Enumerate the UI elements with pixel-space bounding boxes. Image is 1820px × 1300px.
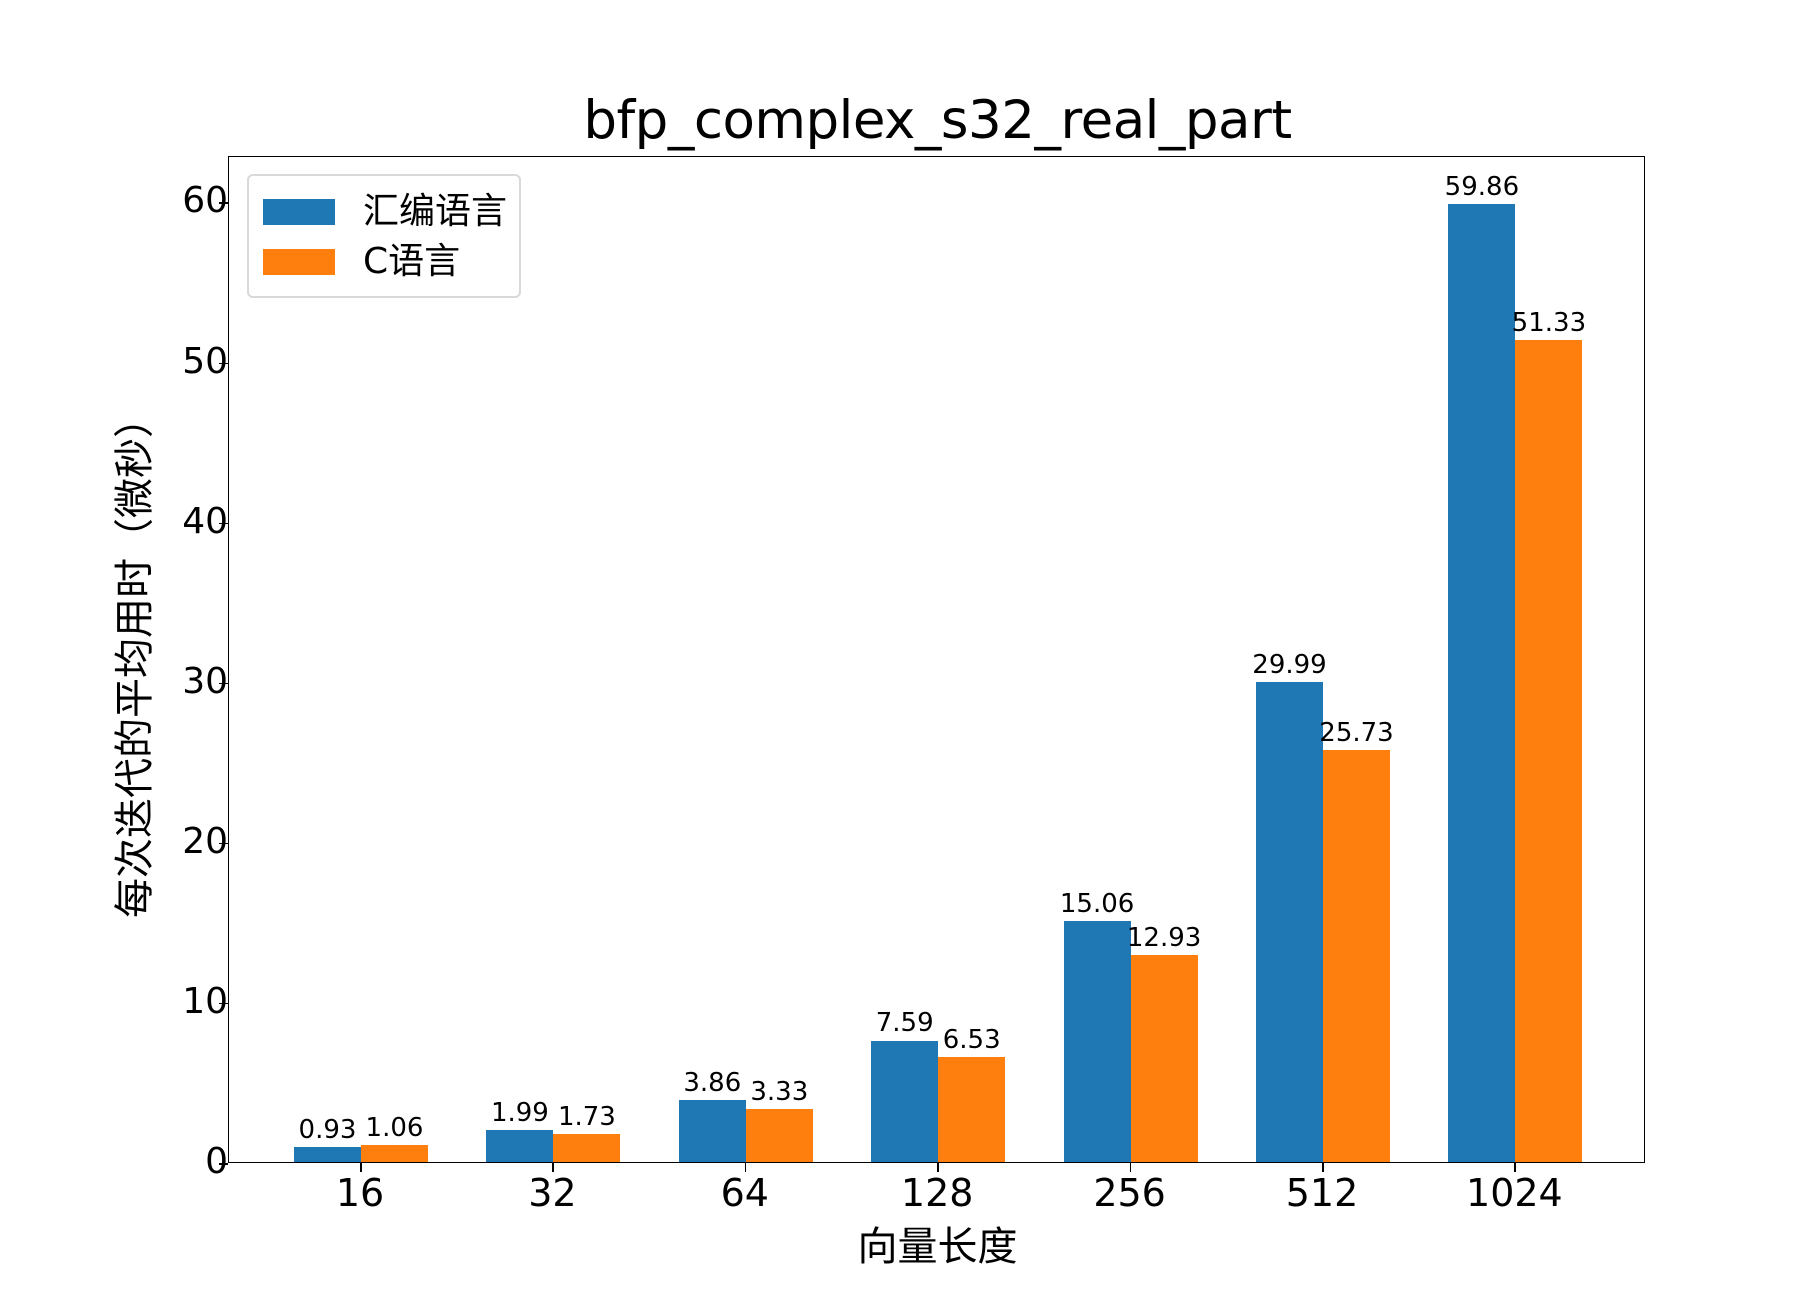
plot-area: 0.93 1.06 1.99 1.73 3.86 3.33 7.59 6.53 15.06 12.…: [228, 156, 1645, 1163]
x-tick-mark: [1322, 1163, 1324, 1172]
x-tick-label: 32: [528, 1171, 577, 1215]
bar-c-64: [745, 1108, 813, 1162]
bar-value-label: 1.73: [557, 1102, 616, 1133]
y-axis-label: 每次迭代的平均用时（微秒）: [112, 398, 158, 918]
legend-swatch-asm: [263, 199, 335, 225]
bar-asm-512: [1256, 681, 1323, 1162]
x-tick-mark: [744, 1163, 747, 1172]
bar-value-label: 59.86: [1444, 171, 1520, 202]
y-tick-mark: [219, 202, 228, 205]
bar-value-label: 0.93: [298, 1115, 357, 1146]
x-tick-mark: [552, 1163, 554, 1172]
y-tick-mark: [219, 362, 228, 365]
y-tick-label: 0: [205, 1141, 228, 1182]
x-tick-mark: [360, 1163, 362, 1172]
bar-value-label: 51.33: [1511, 308, 1587, 339]
chart-title: bfp_complex_s32_real_part: [583, 90, 1292, 151]
x-tick-label: 128: [900, 1171, 974, 1215]
bar-asm-32: [486, 1130, 554, 1162]
bar-asm-256: [1063, 920, 1131, 1162]
bar-c-16: [361, 1145, 428, 1162]
bar-value-label: 3.33: [750, 1076, 809, 1107]
y-tick-label: 20: [182, 820, 228, 862]
y-tick-label: 50: [182, 340, 228, 382]
bar-asm-16: [294, 1147, 361, 1162]
bar-c-256: [1130, 955, 1198, 1162]
bar-asm-64: [678, 1100, 746, 1162]
x-tick-mark: [1129, 1163, 1132, 1172]
x-tick-label: 512: [1285, 1171, 1359, 1215]
x-tick-label: 64: [720, 1171, 769, 1215]
bar-value-label: 29.99: [1252, 649, 1327, 680]
y-tick-label: 10: [182, 980, 228, 1022]
bar-c-32: [553, 1134, 621, 1162]
bar-c-1024: [1515, 340, 1583, 1162]
bar-value-label: 3.86: [683, 1068, 742, 1099]
bar-value-label: 15.06: [1059, 888, 1135, 919]
legend: 汇编语言 C语言: [247, 174, 521, 298]
bar-value-label: 1.99: [490, 1098, 549, 1129]
x-tick-label: 1024: [1466, 1171, 1563, 1215]
y-tick-mark: [219, 522, 228, 525]
bar-asm-1024: [1448, 203, 1516, 1162]
legend-item-asm: 汇编语言: [263, 192, 507, 232]
y-tick-mark: [219, 842, 228, 845]
y-tick-label: 30: [182, 660, 228, 702]
bar-value-label: 25.73: [1319, 718, 1394, 749]
legend-label-c: C语言: [363, 241, 461, 282]
y-tick-mark: [219, 1163, 228, 1165]
x-tick-label: 256: [1093, 1171, 1166, 1215]
bar-c-128: [938, 1057, 1006, 1162]
y-tick-label: 60: [182, 180, 228, 222]
bar-value-label: 1.06: [365, 1113, 424, 1144]
bar-asm-128: [871, 1040, 939, 1162]
legend-swatch-c: [263, 249, 335, 275]
bar-c-512: [1323, 750, 1390, 1162]
legend-label-asm: 汇编语言: [363, 191, 508, 232]
legend-item-c: C语言: [263, 242, 460, 282]
x-tick-label: 16: [335, 1171, 385, 1215]
y-tick-mark: [219, 682, 228, 685]
bar-value-label: 7.59: [875, 1008, 934, 1039]
y-tick-mark: [219, 1002, 228, 1005]
x-axis-label: 向量长度: [857, 1224, 1018, 1270]
x-tick-mark: [937, 1163, 939, 1172]
bar-value-label: 12.93: [1126, 922, 1202, 953]
y-tick-label: 40: [182, 500, 228, 542]
x-tick-mark: [1514, 1163, 1516, 1172]
bar-value-label: 6.53: [942, 1025, 1001, 1056]
